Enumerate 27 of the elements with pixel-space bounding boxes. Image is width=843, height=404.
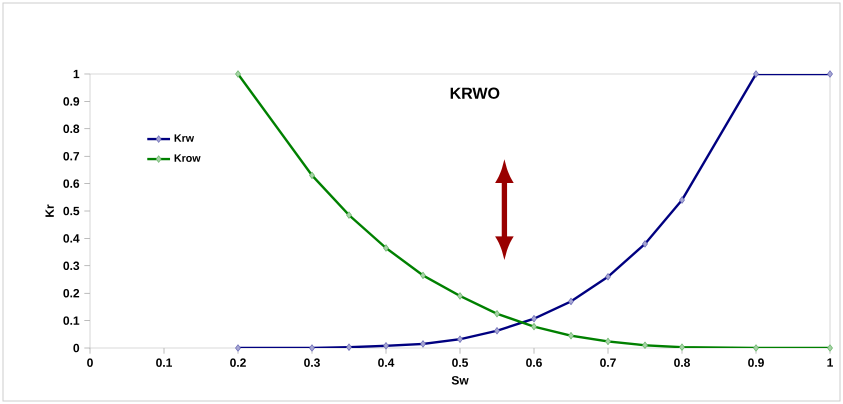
- x-tick-label: 0.7: [600, 358, 616, 367]
- legend-label: Krw: [174, 134, 194, 142]
- x-tick-label: 0.5: [452, 358, 468, 367]
- x-tick-label: 0.2: [230, 358, 246, 367]
- y-tick-label: 0.7: [63, 152, 80, 160]
- x-axis-title: Sw: [452, 376, 469, 385]
- text: KRWO: [450, 88, 500, 99]
- y-tick-label: 0.9: [63, 97, 80, 106]
- y-tick-label: 0.1: [63, 316, 80, 325]
- y-tick-label: 0: [73, 344, 80, 352]
- y-tick-label: 0.2: [63, 288, 80, 298]
- x-tick-label: 0.6: [526, 358, 542, 367]
- x-tick-label: 0.1: [156, 358, 172, 367]
- x-tick-label: 0.4: [378, 358, 394, 367]
- x-tick-label: 0.8: [674, 358, 690, 367]
- y-tick-label: 0.5: [63, 206, 80, 216]
- y-tick-label: 0.6: [63, 179, 80, 188]
- y-tick-label: 0.8: [63, 124, 80, 134]
- y-axis-title: Kr: [46, 204, 54, 217]
- y-tick-label: 1: [74, 70, 80, 78]
- legend-label: Krow: [174, 154, 201, 162]
- x-tick-label: 0: [87, 358, 93, 367]
- x-tick-label: 0.3: [304, 358, 320, 367]
- x-tick-label: 0.9: [748, 358, 764, 367]
- y-tick-label: 0.3: [63, 262, 80, 270]
- x-tick-label: 1: [827, 358, 834, 367]
- y-tick-label: 0.4: [63, 234, 80, 243]
